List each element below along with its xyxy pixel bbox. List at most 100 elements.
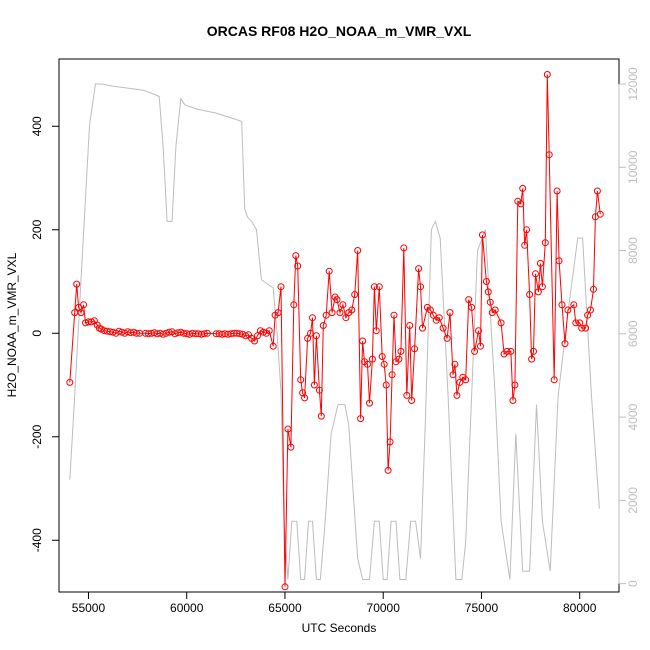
primary-data-point <box>419 324 426 332</box>
primary-data-point <box>406 322 414 329</box>
primary-data-point <box>471 347 479 355</box>
primary-data-point <box>317 412 325 420</box>
primary-data-point <box>523 226 531 234</box>
primary-data-point <box>304 334 312 342</box>
primary-data-point <box>357 415 365 423</box>
primary-data-point <box>456 378 464 386</box>
primary-data-point <box>336 309 344 317</box>
x-tick-label: 70000 <box>367 601 401 615</box>
primary-data-point <box>543 71 551 78</box>
primary-data-point <box>596 210 604 218</box>
primary-data-point <box>482 278 490 285</box>
y-tick-label: -200 <box>30 424 44 448</box>
primary-data-point <box>269 342 277 350</box>
primary-data-point <box>475 327 482 335</box>
y2-tick-label: 10000 <box>626 150 640 184</box>
primary-data-point <box>200 330 208 338</box>
primary-data-point <box>325 267 333 275</box>
primary-data-point <box>578 324 586 332</box>
primary-data-point <box>572 319 580 327</box>
primary-data-point <box>372 327 380 335</box>
primary-data-point <box>449 371 457 379</box>
primary-data-point <box>322 311 330 319</box>
primary-data-point <box>521 241 529 249</box>
primary-data-point <box>297 376 305 384</box>
primary-data-point <box>307 329 314 337</box>
primary-data-point <box>287 443 295 451</box>
y-tick-label: 0 <box>30 330 44 337</box>
primary-data-point <box>395 355 403 363</box>
y-tick-label: 400 <box>30 116 44 136</box>
primary-data-point <box>348 306 356 314</box>
y2-tick-label: 12000 <box>626 67 640 101</box>
primary-data-point <box>526 291 534 298</box>
secondary-series-line <box>69 83 600 580</box>
primary-data-point <box>426 306 434 314</box>
y-axis: -400 -200 0 200 400 <box>30 116 60 552</box>
primary-data-point <box>378 353 386 360</box>
primary-data-point <box>400 244 408 252</box>
primary-data-point <box>115 327 123 335</box>
x-tick-label: 65000 <box>268 601 302 615</box>
x-tick-label: 80000 <box>563 601 597 615</box>
primary-data-point <box>486 298 494 306</box>
y2-tick-label: 8000 <box>626 237 640 264</box>
primary-data-point <box>538 283 546 291</box>
primary-data-point <box>555 257 563 265</box>
x-tick-label: 75000 <box>465 601 499 615</box>
primary-data-point <box>417 283 424 291</box>
primary-data-point <box>366 399 373 407</box>
primary-data-point <box>382 381 390 389</box>
primary-data-point <box>375 283 383 291</box>
primary-data-point <box>468 303 476 311</box>
primary-data-point <box>397 347 405 355</box>
primary-data-point <box>408 397 416 404</box>
primary-data-point <box>541 239 549 247</box>
primary-data-point <box>274 309 282 317</box>
y2-tick-label: 6000 <box>626 320 640 347</box>
primary-data-point <box>593 187 601 195</box>
primary-data-point <box>451 360 459 368</box>
primary-data-point <box>453 391 461 399</box>
primary-data-point <box>519 184 527 192</box>
primary-data-point <box>328 309 336 317</box>
primary-data-point <box>509 397 517 404</box>
primary-data-point <box>133 329 141 337</box>
primary-data-point <box>342 314 350 322</box>
primary-data-point <box>439 324 447 332</box>
primary-data-point <box>497 319 505 327</box>
primary-data-point <box>294 262 302 270</box>
y-tick-label: -400 <box>30 528 44 552</box>
primary-data-point <box>242 332 250 340</box>
primary-data-point <box>339 301 347 309</box>
primary-data-point <box>429 311 437 319</box>
primary-data-point <box>584 311 592 319</box>
primary-data-point <box>77 309 85 317</box>
primary-data-point <box>536 259 544 267</box>
primary-data-point <box>484 288 492 296</box>
primary-data-point <box>435 314 443 322</box>
chart-title: ORCAS RF08 H2O_NOAA_m_VMR_VXL <box>207 23 472 39</box>
primary-data-point <box>236 330 244 338</box>
primary-data-point <box>203 329 211 337</box>
primary-data-point <box>561 340 569 348</box>
y-tick-label: 200 <box>30 219 44 239</box>
primary-data-point <box>277 283 285 291</box>
primary-data-point <box>284 425 292 433</box>
primary-data-point <box>550 376 558 384</box>
primary-data-point <box>511 381 519 389</box>
primary-data-point <box>462 376 470 384</box>
primary-data-point <box>465 296 473 304</box>
primary-data-point <box>386 438 394 446</box>
primary-data-point <box>478 231 486 239</box>
primary-data-point <box>251 337 258 345</box>
y2-tick-label: 4000 <box>626 403 640 430</box>
primary-data-point <box>254 332 261 340</box>
primary-data-point <box>87 318 95 326</box>
y2-axis: 0 2000 4000 6000 8000 10000 12000 <box>618 67 640 587</box>
primary-data-point <box>80 301 88 309</box>
primary-data-point <box>380 360 388 368</box>
primary-data-point <box>507 347 515 355</box>
